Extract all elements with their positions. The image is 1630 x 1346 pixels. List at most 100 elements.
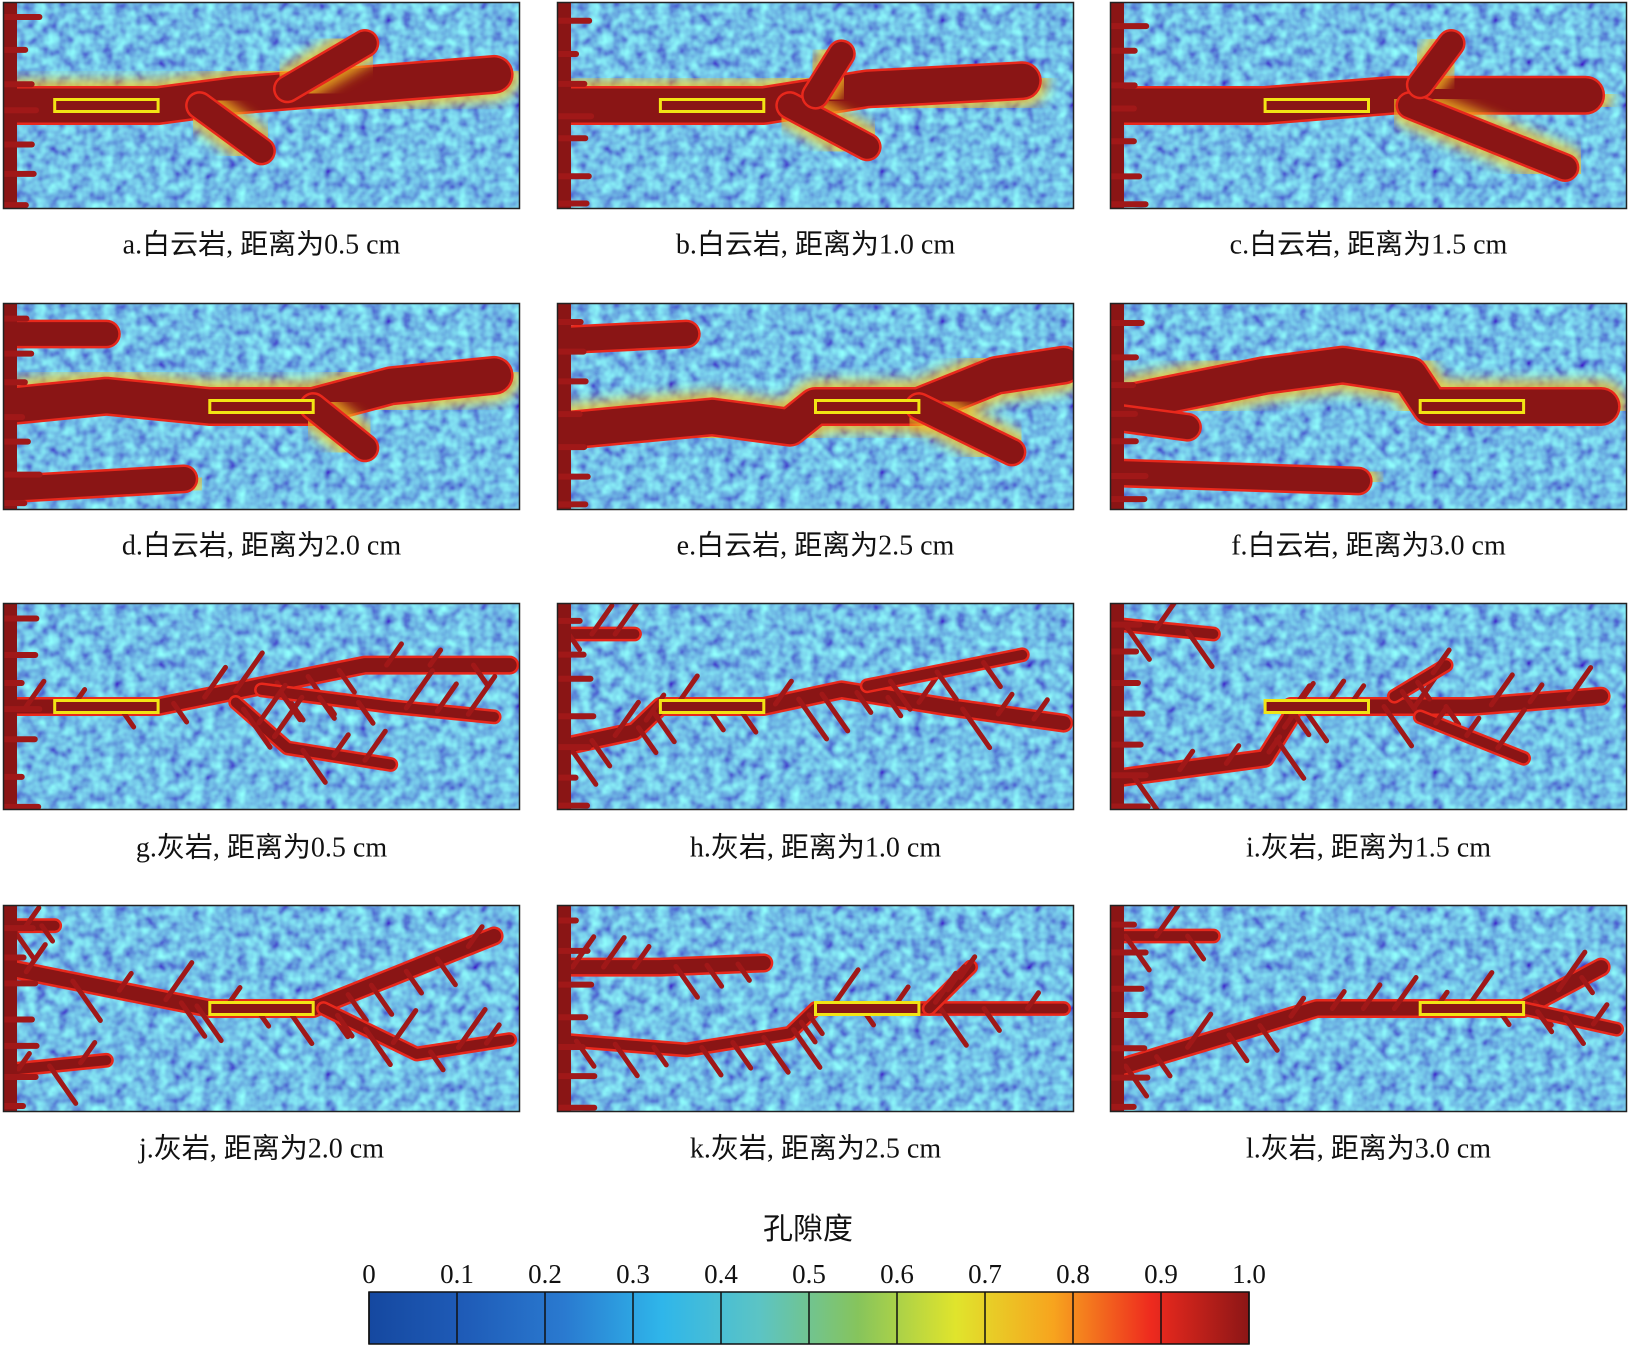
branch: [796, 696, 830, 742]
branch: [885, 694, 904, 719]
branch: [995, 691, 1015, 717]
branch: [334, 1012, 355, 1039]
wormhole: [906, 394, 1024, 464]
panel-border: [556, 1, 1075, 210]
branch: [1226, 1032, 1250, 1064]
panel: [556, 1, 1075, 210]
wormhole: [301, 394, 377, 460]
panel: [1109, 602, 1628, 811]
branch: [163, 960, 195, 1003]
panel-image: [1110, 303, 1627, 510]
well: [53, 98, 160, 113]
branch: [345, 992, 369, 1024]
branch: [23, 678, 47, 709]
panel-label: f.白云岩, 距离为3.0 cm: [1231, 529, 1506, 561]
branch: [932, 970, 959, 1005]
panel-border: [2, 302, 521, 511]
branch: [256, 682, 288, 726]
panel-border: [2, 1, 521, 210]
branch: [317, 694, 337, 721]
branch: [1433, 705, 1449, 726]
branch: [1223, 743, 1242, 766]
branch: [403, 668, 435, 711]
branch: [981, 660, 1003, 690]
branch: [798, 1019, 818, 1045]
branch: [1154, 603, 1178, 631]
branch: [47, 1063, 79, 1106]
branch: [699, 1044, 724, 1078]
branch: [651, 710, 677, 745]
wormhole: [1110, 460, 1371, 493]
branch: [1579, 974, 1595, 996]
branch: [355, 699, 376, 726]
wormhole: [256, 685, 500, 722]
branch: [612, 1041, 640, 1079]
inlet-strip: [1110, 905, 1124, 1112]
well: [658, 98, 766, 113]
branch: [465, 924, 485, 949]
colorbar-tick-label: 0.3: [616, 1259, 650, 1289]
inlet-strip: [3, 905, 17, 1112]
branch: [403, 968, 424, 996]
panel: [2, 1, 521, 210]
branch: [589, 737, 613, 769]
branch: [957, 954, 978, 980]
branch: [1464, 715, 1482, 738]
colorbar-tick-label: 0.5: [792, 1259, 826, 1289]
panel-border: [1109, 302, 1628, 511]
panel-border: [1109, 904, 1628, 1113]
branch: [202, 664, 229, 700]
branch: [1430, 647, 1452, 676]
branch: [1257, 1023, 1280, 1053]
branch: [612, 699, 641, 738]
branch: [384, 641, 404, 668]
wormhole: [1397, 93, 1577, 180]
panel: [1109, 1, 1628, 210]
branch: [331, 732, 351, 758]
branch: [673, 963, 700, 1000]
branch: [178, 1000, 208, 1039]
branch: [78, 1040, 98, 1066]
branch: [635, 725, 659, 756]
inlet-strip: [1110, 603, 1124, 810]
branch: [1495, 707, 1527, 751]
branch: [1555, 949, 1588, 993]
branch: [981, 1006, 1002, 1033]
branch: [39, 923, 56, 944]
branch: [612, 603, 640, 637]
branch: [390, 1008, 419, 1046]
well: [1263, 98, 1371, 113]
panel-border: [1109, 602, 1628, 811]
well: [1418, 1001, 1526, 1016]
branch: [887, 678, 913, 712]
panel-label: d.白云岩, 距离为2.0 cm: [122, 529, 401, 561]
colorbar-tick-label: 0: [362, 1259, 376, 1289]
colorbar-title: 孔隙度: [763, 1213, 853, 1246]
branch: [1566, 665, 1594, 702]
branch: [240, 706, 273, 750]
panel-label: a.白云岩, 距离为0.5 cm: [123, 228, 401, 260]
branch: [1288, 995, 1307, 1019]
panel: [1109, 904, 1628, 1113]
branch: [1274, 737, 1307, 781]
branch: [1527, 682, 1545, 705]
wormhole: [557, 322, 699, 353]
branch: [1329, 989, 1347, 1011]
wormhole: [187, 93, 274, 163]
branch: [934, 669, 959, 702]
branch: [735, 961, 752, 983]
branch: [1562, 1015, 1586, 1047]
branch: [1360, 982, 1383, 1011]
branch: [428, 1049, 446, 1073]
inlet-strip: [1110, 303, 1124, 510]
panel-border: [556, 602, 1075, 811]
well: [658, 699, 766, 714]
colorbar-tick-label: 0.4: [704, 1259, 738, 1289]
well: [814, 1001, 921, 1016]
wormhole: [803, 41, 854, 108]
branch: [601, 935, 627, 970]
branch: [427, 647, 444, 668]
branch: [434, 681, 459, 714]
branch: [589, 603, 615, 637]
panel-label: k.灰岩, 距离为2.5 cm: [690, 1132, 941, 1164]
